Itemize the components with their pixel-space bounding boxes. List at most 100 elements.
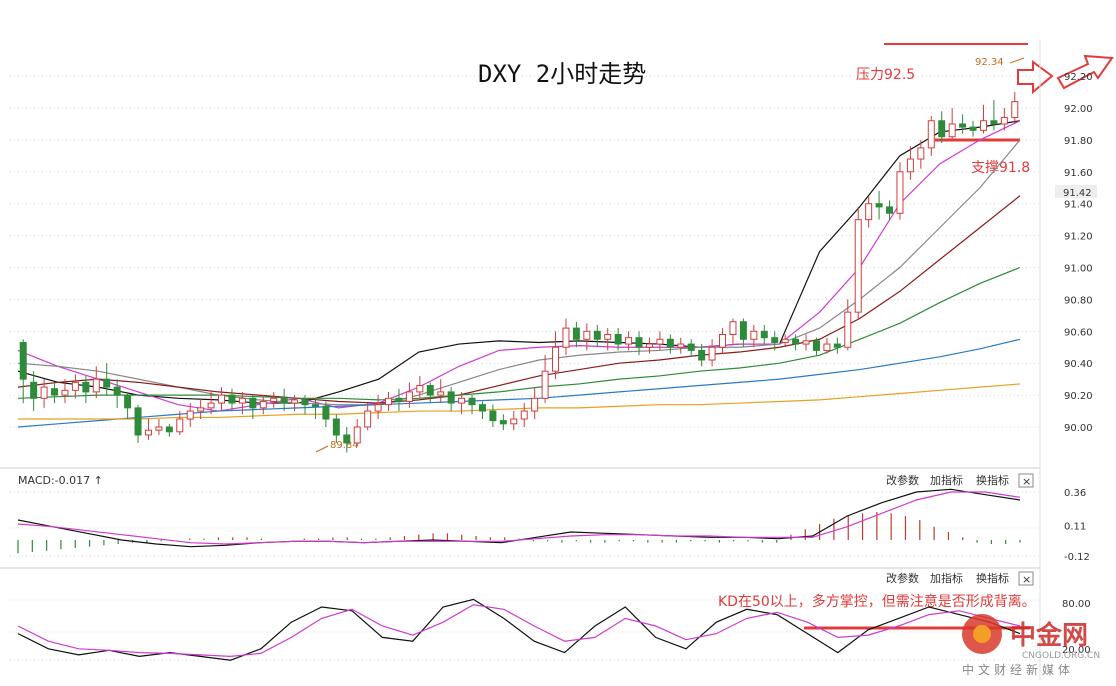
price-tick-label: 90.00 — [1064, 423, 1093, 434]
macd-add-indicator-button[interactable]: 加指标 — [930, 473, 963, 487]
current-price-tag — [1055, 185, 1097, 198]
price-tick-label: 90.40 — [1064, 359, 1093, 370]
moving-average-line — [17, 120, 1021, 412]
macd-histogram — [17, 512, 1021, 554]
candle-body — [280, 397, 288, 404]
candle-body — [812, 340, 820, 351]
candle-body — [82, 381, 90, 393]
candle-body — [437, 391, 445, 396]
candle-body — [311, 404, 319, 407]
candle-body — [1011, 101, 1019, 119]
candle-body — [593, 330, 601, 340]
price-tick-label: 91.60 — [1064, 168, 1093, 179]
high-marker — [1009, 57, 1025, 64]
candle-body — [938, 120, 946, 138]
macd-tick-label: 0.11 — [1064, 521, 1086, 532]
candle-body — [30, 381, 38, 399]
low-label: 89.84 — [330, 440, 359, 451]
price-tick-label: 90.80 — [1064, 295, 1093, 306]
candle-body — [40, 386, 48, 399]
macd-y-axis: 0.36 0.11 -0.12 — [1064, 488, 1090, 563]
candle-body — [426, 385, 434, 396]
moving-average-line — [17, 195, 1021, 404]
kd-tick-label: 20.00 — [1062, 645, 1091, 656]
candle-body — [875, 203, 883, 208]
candle-body — [51, 388, 59, 396]
candle-body — [979, 120, 987, 131]
kd-y-axis: 80.00 20.00 — [1062, 599, 1091, 656]
candle-body — [19, 341, 27, 380]
macd-tick-label: 0.36 — [1064, 488, 1086, 499]
candle-body — [959, 123, 967, 128]
candle-body — [865, 203, 873, 221]
kd-edit-params-button[interactable]: 改参数 — [886, 571, 919, 585]
candle-body — [218, 394, 226, 404]
candle-body — [155, 426, 163, 431]
candle-body — [969, 126, 977, 131]
candle-body — [896, 171, 904, 214]
high-label: 92.34 — [975, 57, 1004, 68]
watermark-url: CNGOLD.ORG.CN — [1022, 651, 1100, 661]
candle-body — [510, 418, 518, 425]
candle-body — [228, 394, 236, 404]
candle-body — [405, 391, 413, 402]
macd-close-button[interactable] — [1018, 473, 1034, 488]
candle-body — [395, 397, 403, 402]
candle-body — [635, 337, 643, 348]
macd-change-indicator-button[interactable]: 换指标 — [976, 473, 1009, 487]
candle-body — [259, 400, 267, 409]
candle-body — [625, 337, 633, 345]
candle-body — [656, 338, 664, 345]
moving-average-line — [17, 266, 1021, 401]
macd-lines — [17, 488, 1021, 548]
candle-body — [541, 370, 549, 399]
candle-body — [385, 397, 393, 406]
price-y-axis: 92.20 92.00 91.80 91.60 91.40 91.20 91.00 90.80… — [1064, 72, 1093, 434]
price-tick-label: 90.20 — [1064, 391, 1093, 402]
kd-close-button[interactable] — [1018, 571, 1034, 586]
candle-body — [92, 378, 100, 393]
candle-body — [374, 404, 382, 412]
candle-body — [1000, 117, 1008, 125]
candle-body — [572, 327, 580, 340]
arrow-right-icon — [1017, 60, 1054, 95]
candle-body — [520, 410, 528, 420]
candlesticks — [19, 92, 1019, 453]
macd-edit-params-button[interactable]: 改参数 — [886, 473, 919, 487]
kd-lines — [17, 598, 1021, 661]
candle-body — [238, 397, 246, 404]
candle-body — [739, 321, 747, 340]
macd-dea-line — [17, 491, 1021, 545]
kd-change-indicator-button[interactable]: 换指标 — [976, 571, 1009, 585]
moving-average-lines — [17, 120, 1021, 428]
candle-body — [249, 397, 257, 409]
kd-annotation: KD在50以上，多方掌控，但需注意是否形成背离。 — [718, 593, 1036, 610]
candle-body — [614, 333, 622, 345]
candle-body — [291, 399, 299, 404]
candle-body — [760, 330, 768, 339]
candle-body — [698, 349, 706, 361]
candle-body — [343, 434, 351, 444]
kd-d-line — [17, 604, 1021, 658]
candle-body — [197, 407, 205, 412]
candle-body — [552, 346, 560, 372]
price-tick-label: 92.20 — [1064, 72, 1093, 83]
candle-body — [270, 397, 278, 402]
candle-body — [165, 426, 173, 433]
kd-add-indicator-button[interactable]: 加指标 — [930, 571, 963, 585]
candle-body — [186, 410, 194, 420]
candle-body — [489, 410, 497, 422]
candle-body — [583, 330, 591, 340]
candle-body — [301, 399, 309, 406]
candle-body — [886, 206, 894, 214]
candle-body — [364, 410, 372, 428]
price-tick-label: 91.00 — [1064, 264, 1093, 275]
candle-body — [604, 333, 612, 340]
candle-body — [478, 404, 486, 412]
candle-body — [677, 343, 685, 348]
candle-body — [207, 402, 215, 409]
candle-body — [144, 429, 152, 436]
candle-body — [134, 407, 142, 436]
candle-body — [124, 394, 132, 409]
